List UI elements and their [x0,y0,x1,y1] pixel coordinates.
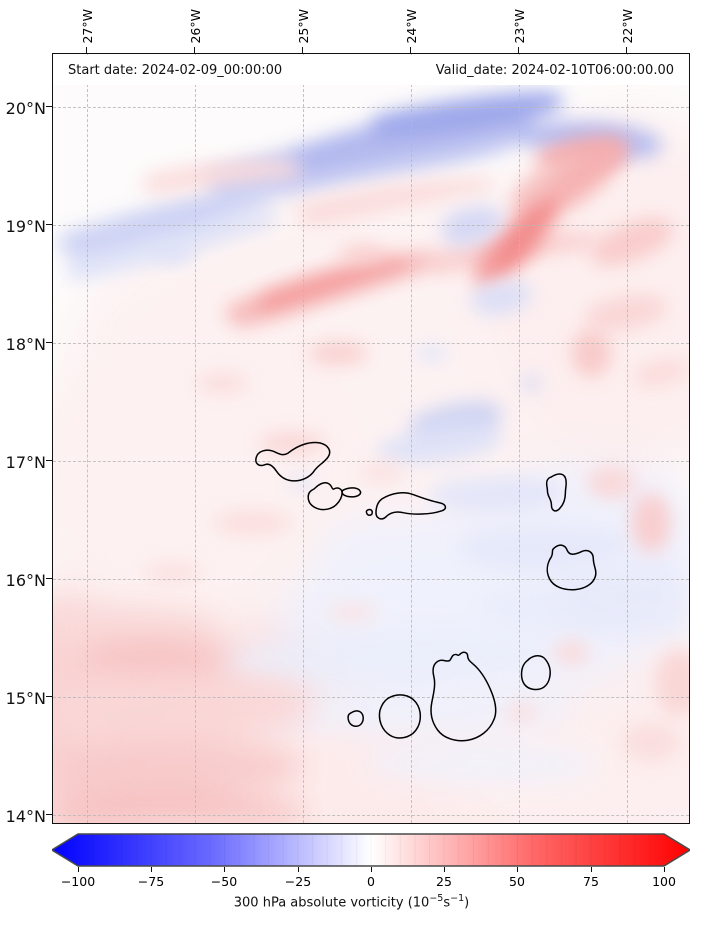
ytick-19n: 19°N [0,217,46,236]
colorbar-title-exp2: −1 [450,893,465,904]
xtick-label-23w: 23°W [512,9,527,44]
cbtick-label--50: −50 [210,874,238,889]
xtick-mark-24w [410,47,411,53]
xtick-mark-25w [302,47,303,53]
ytick-label-18n: 18°N [5,335,46,354]
cbtick-mark--50 [224,867,225,872]
ytick-label-20n: 20°N [5,99,46,118]
xtick-mark-27w [86,47,87,53]
map-plot-area[interactable]: Start date: 2024-02-09_00:00:00 Valid_da… [52,53,690,824]
xtick-label-26w: 26°W [188,9,203,44]
ytick-mark-14n [46,814,52,815]
xtick-mark-26w [194,47,195,53]
ytick-mark-15n [46,696,52,697]
ytick-17n: 17°N [0,453,46,472]
cbtick-mark-0 [371,867,372,872]
ytick-14n: 14°N [0,807,46,826]
cbtick-label--75: −75 [137,874,165,889]
cbtick-mark--25 [298,867,299,872]
xtick-label-27w: 27°W [80,9,95,44]
cbtick-label-100: 100 [652,874,676,889]
colorbar-title: 300 hPa absolute vorticity (10−5s−1) [0,893,703,910]
ytick-18n: 18°N [0,335,46,354]
xtick-label-24w: 24°W [404,9,419,44]
ytick-mark-18n [46,342,52,343]
cbtick-mark-75 [591,867,592,872]
cbtick-label-0: 0 [367,874,375,889]
cbtick-mark--75 [151,867,152,872]
cbtick-label--100: −100 [60,874,96,889]
start-date-label: Start date: 2024-02-09_00:00:00 [68,62,283,78]
colorbar-gradient [52,833,690,867]
cbtick-label--25: −25 [284,874,312,889]
xaxis-ticklabels: 27°W 26°W 25°W 24°W 23°W 22°W [0,0,703,53]
ytick-mark-16n [46,578,52,579]
ytick-15n: 15°N [0,689,46,708]
ytick-label-16n: 16°N [5,571,46,590]
vorticity-field [53,54,689,823]
ytick-mark-17n [46,460,52,461]
xtick-label-22w: 22°W [620,9,635,44]
cbtick-mark-50 [517,867,518,872]
colorbar-title-mid: s [443,895,451,911]
cbtick-label-50: 50 [509,874,525,889]
ytick-label-19n: 19°N [5,217,46,236]
ytick-20n: 20°N [0,99,46,118]
xtick-mark-22w [626,47,627,53]
ytick-16n: 16°N [0,571,46,590]
cbtick-mark-25 [444,867,445,872]
ytick-label-15n: 15°N [5,689,46,708]
cbtick-mark--100 [78,867,79,872]
ytick-label-14n: 14°N [5,807,46,826]
colorbar[interactable]: −100 −75 −50 −25 0 25 50 75 100 [52,833,690,889]
colorbar-title-exp1: −5 [429,893,444,904]
ytick-mark-19n [46,224,52,225]
colorbar-title-main: 300 hPa absolute vorticity (10 [233,895,430,911]
ytick-mark-20n [46,106,52,107]
cbtick-label-25: 25 [436,874,452,889]
xtick-label-25w: 25°W [296,9,311,44]
xtick-mark-23w [518,47,519,53]
cbtick-label-75: 75 [583,874,599,889]
colorbar-title-end: ) [464,895,470,911]
cbtick-mark-100 [664,867,665,872]
valid-date-label: Valid_date: 2024-02-10T06:00:00.00 [435,62,674,78]
date-header-band: Start date: 2024-02-09_00:00:00 Valid_da… [54,55,688,85]
ytick-label-17n: 17°N [5,453,46,472]
